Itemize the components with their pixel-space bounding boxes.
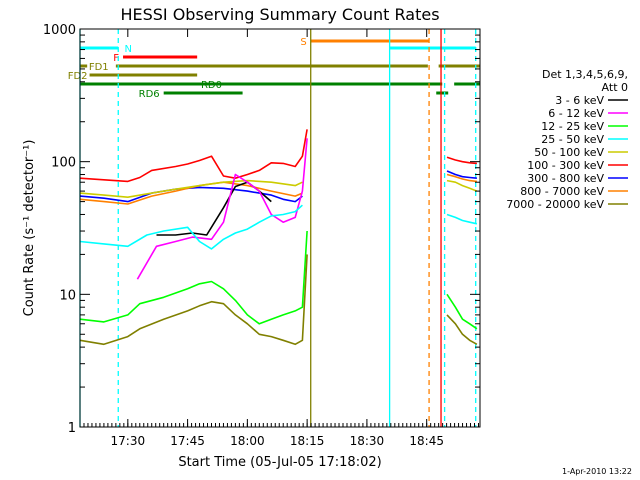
legend-label-3-6-kev: 3 - 6 keV [555, 94, 604, 107]
series-800-7000-kev-1 [446, 173, 477, 183]
series-800-7000-kev-0 [79, 181, 303, 205]
legend-header-2: Att 0 [602, 81, 628, 94]
series-12-25-kev-1 [446, 293, 478, 330]
series-25-50-kev-0 [79, 204, 303, 250]
series-300-800-kev-0 [79, 186, 303, 203]
legend-label-25-50-kev: 25 - 50 keV [541, 133, 604, 146]
flag-label-fd2: FD2 [68, 71, 88, 82]
x-tick-label-18-30: 18:30 [350, 434, 385, 448]
y-tick-label-10: 10 [59, 288, 76, 303]
legend-header-1: Det 1,3,4,5,6,9, [542, 68, 628, 81]
x-tick-label-18-00: 18:00 [230, 434, 265, 448]
x-tick-label-18-45: 18:45 [409, 434, 444, 448]
footer-date: 1-Apr-2010 13:22 [562, 467, 632, 476]
y-tick-label-1: 1 [68, 421, 76, 436]
series-50-100-kev-1 [446, 179, 478, 192]
y-axis-label: Count Rate (s⁻¹ detector⁻¹) [22, 140, 37, 317]
chart-title: HESSI Observing Summary Count Rates [120, 5, 439, 24]
x-tick-label-17-45: 17:45 [170, 434, 205, 448]
x-tick-label-17-30: 17:30 [111, 434, 146, 448]
flag-label-f: F [113, 53, 119, 64]
series-7000-20000-kev-0 [79, 254, 308, 346]
plot-frame [79, 28, 481, 428]
x-axis: 17:30 17:45 18:00 18:15 18:30 18:45 [83, 29, 479, 448]
legend-label-300-800-kev: 300 - 800 keV [527, 172, 604, 185]
legend-label-7000-20000-kev: 7000 - 20000 keV [506, 198, 604, 211]
flag-label-rd6: RD6 [139, 89, 160, 100]
legend-label-100-300-kev: 100 - 300 keV [527, 159, 604, 172]
series-100-300-kev-1 [446, 156, 477, 165]
series-100-300-kev-0 [79, 129, 308, 183]
flag-label-rd0: RD0 [201, 80, 222, 91]
series-layer [79, 129, 478, 346]
x-axis-label: Start Time (05-Jul-05 17:18:02) [178, 455, 381, 470]
y-axis: 1 10 100 1000 [43, 23, 480, 436]
series-50-100-kev-0 [79, 179, 303, 198]
legend-label-12-25-kev: 12 - 25 keV [541, 120, 604, 133]
x-tick-label-18-15: 18:15 [290, 434, 325, 448]
flag-label-n: N [125, 44, 132, 55]
series-7000-20000-kev-1 [446, 314, 478, 345]
legend-label-50-100-kev: 50 - 100 keV [534, 146, 604, 159]
y-tick-label-100: 100 [51, 156, 76, 171]
y-tick-label-1000: 1000 [43, 23, 76, 38]
series-300-800-kev-1 [446, 170, 477, 179]
flag-label-s: S [300, 37, 306, 48]
legend-label-6-12-kev: 6 - 12 keV [548, 107, 604, 120]
legend-label-800-7000-kev: 800 - 7000 keV [520, 185, 604, 198]
series-12-25-kev-0 [79, 230, 308, 325]
flag-label-fd1: FD1 [89, 62, 109, 73]
series-6-12-kev-0 [136, 138, 308, 280]
series-25-50-kev-1 [446, 213, 478, 225]
